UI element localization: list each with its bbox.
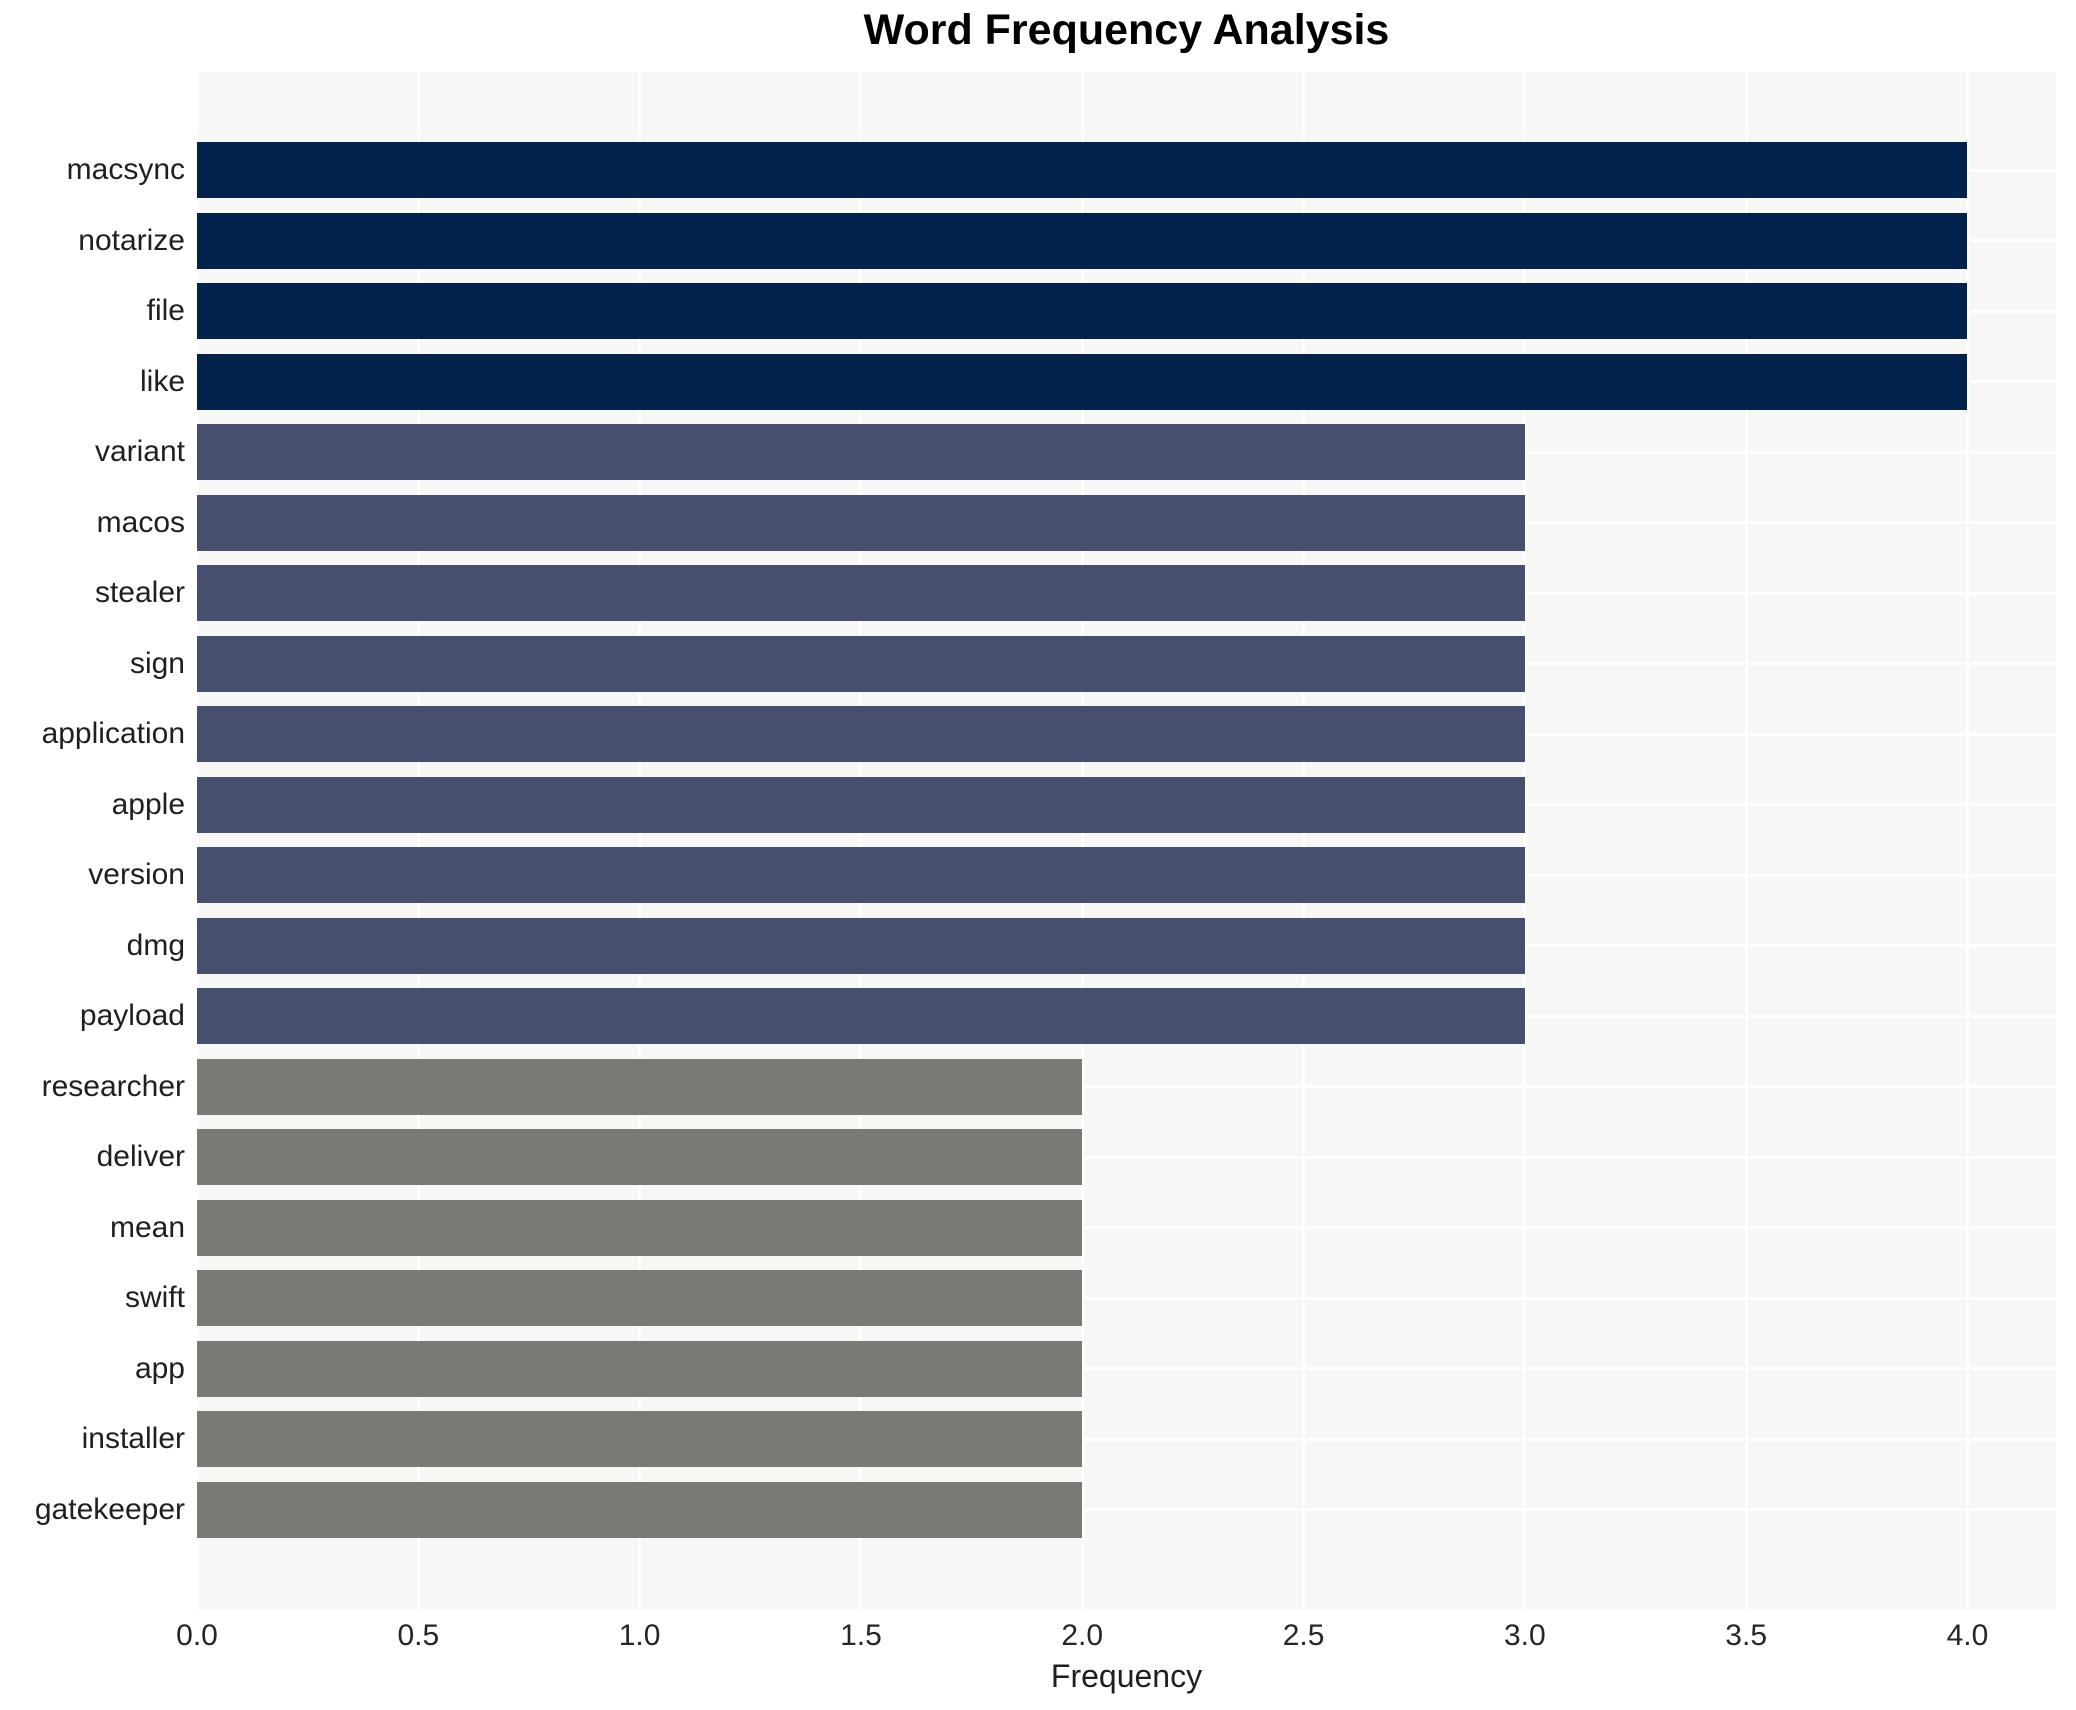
x-tick-label: 0.5 xyxy=(397,1619,440,1652)
bar xyxy=(197,1270,1083,1326)
gridline-vertical xyxy=(1080,72,1084,1610)
category-label: mean xyxy=(109,1210,185,1244)
bar xyxy=(197,917,1525,974)
x-axis-label: Frequency xyxy=(1050,1658,1203,1694)
category-label: apple xyxy=(111,787,185,821)
plot-area xyxy=(197,72,2056,1610)
gridline-horizontal xyxy=(197,1085,2056,1088)
bar xyxy=(197,1058,1083,1115)
gridline-vertical xyxy=(1744,72,1748,1610)
x-tick-label: 1.5 xyxy=(840,1619,882,1652)
gridline-horizontal xyxy=(197,1226,2056,1229)
category-label: file xyxy=(146,294,185,327)
category-label: payload xyxy=(79,999,185,1032)
gridline-horizontal xyxy=(197,1296,2056,1300)
gridline-vertical xyxy=(1965,72,1969,1610)
bar xyxy=(197,706,1525,762)
bar xyxy=(197,988,1525,1044)
chart-title: Word Frequency Analysis xyxy=(863,6,1390,54)
bar xyxy=(197,1340,1083,1397)
bar xyxy=(197,1199,1083,1256)
gridline-horizontal xyxy=(197,1155,2056,1159)
gridline-vertical xyxy=(1302,72,1306,1610)
gridline-horizontal xyxy=(197,1437,2056,1441)
category-label: macsync xyxy=(66,153,185,186)
category-label: installer xyxy=(81,1422,185,1455)
category-label: app xyxy=(134,1351,185,1385)
x-tick-label: 2.5 xyxy=(1282,1619,1325,1652)
category-label: dmg xyxy=(126,928,185,962)
category-label: variant xyxy=(94,435,185,468)
gridline-vertical xyxy=(638,72,642,1610)
category-label: notarize xyxy=(78,223,185,257)
category-label: version xyxy=(88,858,185,891)
x-tick-label: 0.0 xyxy=(176,1619,218,1652)
category-label: stealer xyxy=(94,576,185,609)
bar xyxy=(197,565,1525,621)
category-label: gatekeeper xyxy=(34,1492,185,1526)
x-tick-label: 4.0 xyxy=(1946,1619,1989,1652)
gridline-vertical xyxy=(859,72,863,1610)
gridline-vertical xyxy=(416,72,420,1610)
category-label: like xyxy=(139,364,185,398)
bar xyxy=(197,776,1525,833)
bar xyxy=(197,494,1525,551)
bar xyxy=(197,424,1525,480)
bar xyxy=(197,1481,1083,1538)
category-label: researcher xyxy=(41,1069,185,1103)
category-label: swift xyxy=(125,1281,185,1314)
bar xyxy=(197,212,1968,269)
x-tick-label: 1.0 xyxy=(618,1619,661,1652)
gridline-horizontal xyxy=(197,1508,2056,1511)
gridline-vertical xyxy=(1523,72,1527,1610)
bar xyxy=(197,1411,1083,1467)
bar xyxy=(197,283,1968,339)
x-tick-label: 3.5 xyxy=(1725,1619,1768,1652)
bar xyxy=(197,142,1968,198)
category-label: macos xyxy=(96,505,185,539)
bar xyxy=(197,353,1968,410)
bar xyxy=(197,635,1525,692)
gridline-horizontal xyxy=(197,1367,2056,1370)
bar xyxy=(197,847,1525,903)
category-label: application xyxy=(41,717,185,750)
gridline-vertical xyxy=(197,72,199,1610)
category-label: sign xyxy=(129,646,185,680)
x-tick-label: 3.0 xyxy=(1503,1619,1546,1652)
category-label: deliver xyxy=(96,1140,185,1173)
x-tick-label: 2.0 xyxy=(1061,1619,1104,1652)
bar xyxy=(197,1129,1083,1185)
